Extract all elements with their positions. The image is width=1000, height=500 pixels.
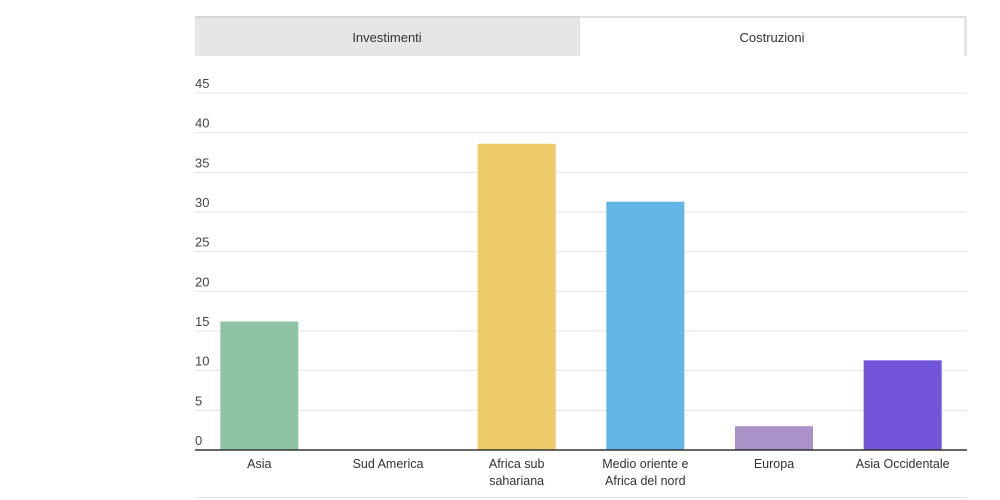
x-category-label: Europa — [754, 457, 794, 471]
tab-investimenti[interactable]: Investimenti — [195, 16, 579, 56]
y-tick-label: 40 — [195, 116, 209, 131]
bottom-divider — [195, 497, 967, 498]
y-tick-label: 10 — [195, 354, 209, 369]
x-category-label: Africa sub — [489, 457, 545, 471]
x-category-label: Africa del nord — [605, 474, 686, 488]
tab-bar: Investimenti Costruzioni — [195, 16, 967, 56]
x-category-label: sahariana — [489, 474, 544, 488]
y-tick-label: 5 — [195, 393, 202, 408]
x-category-label: Asia — [247, 457, 271, 471]
y-tick-label: 30 — [195, 195, 209, 210]
bar[interactable] — [863, 360, 942, 450]
y-tick-label: 25 — [195, 235, 209, 250]
y-tick-label: 45 — [195, 76, 209, 91]
x-category-label: Asia Occidentale — [856, 457, 950, 471]
y-tick-label: 15 — [195, 314, 209, 329]
x-category-label: Medio oriente e — [602, 457, 688, 471]
tab-costruzioni[interactable]: Costruzioni — [579, 16, 967, 56]
bar[interactable] — [606, 201, 685, 450]
x-category-label: Sud America — [353, 457, 424, 471]
y-tick-label: 20 — [195, 274, 209, 289]
bar[interactable] — [477, 143, 556, 451]
y-tick-label: 0 — [195, 433, 202, 448]
bar[interactable] — [735, 426, 813, 450]
bar[interactable] — [220, 321, 299, 450]
y-tick-label: 35 — [195, 155, 209, 170]
